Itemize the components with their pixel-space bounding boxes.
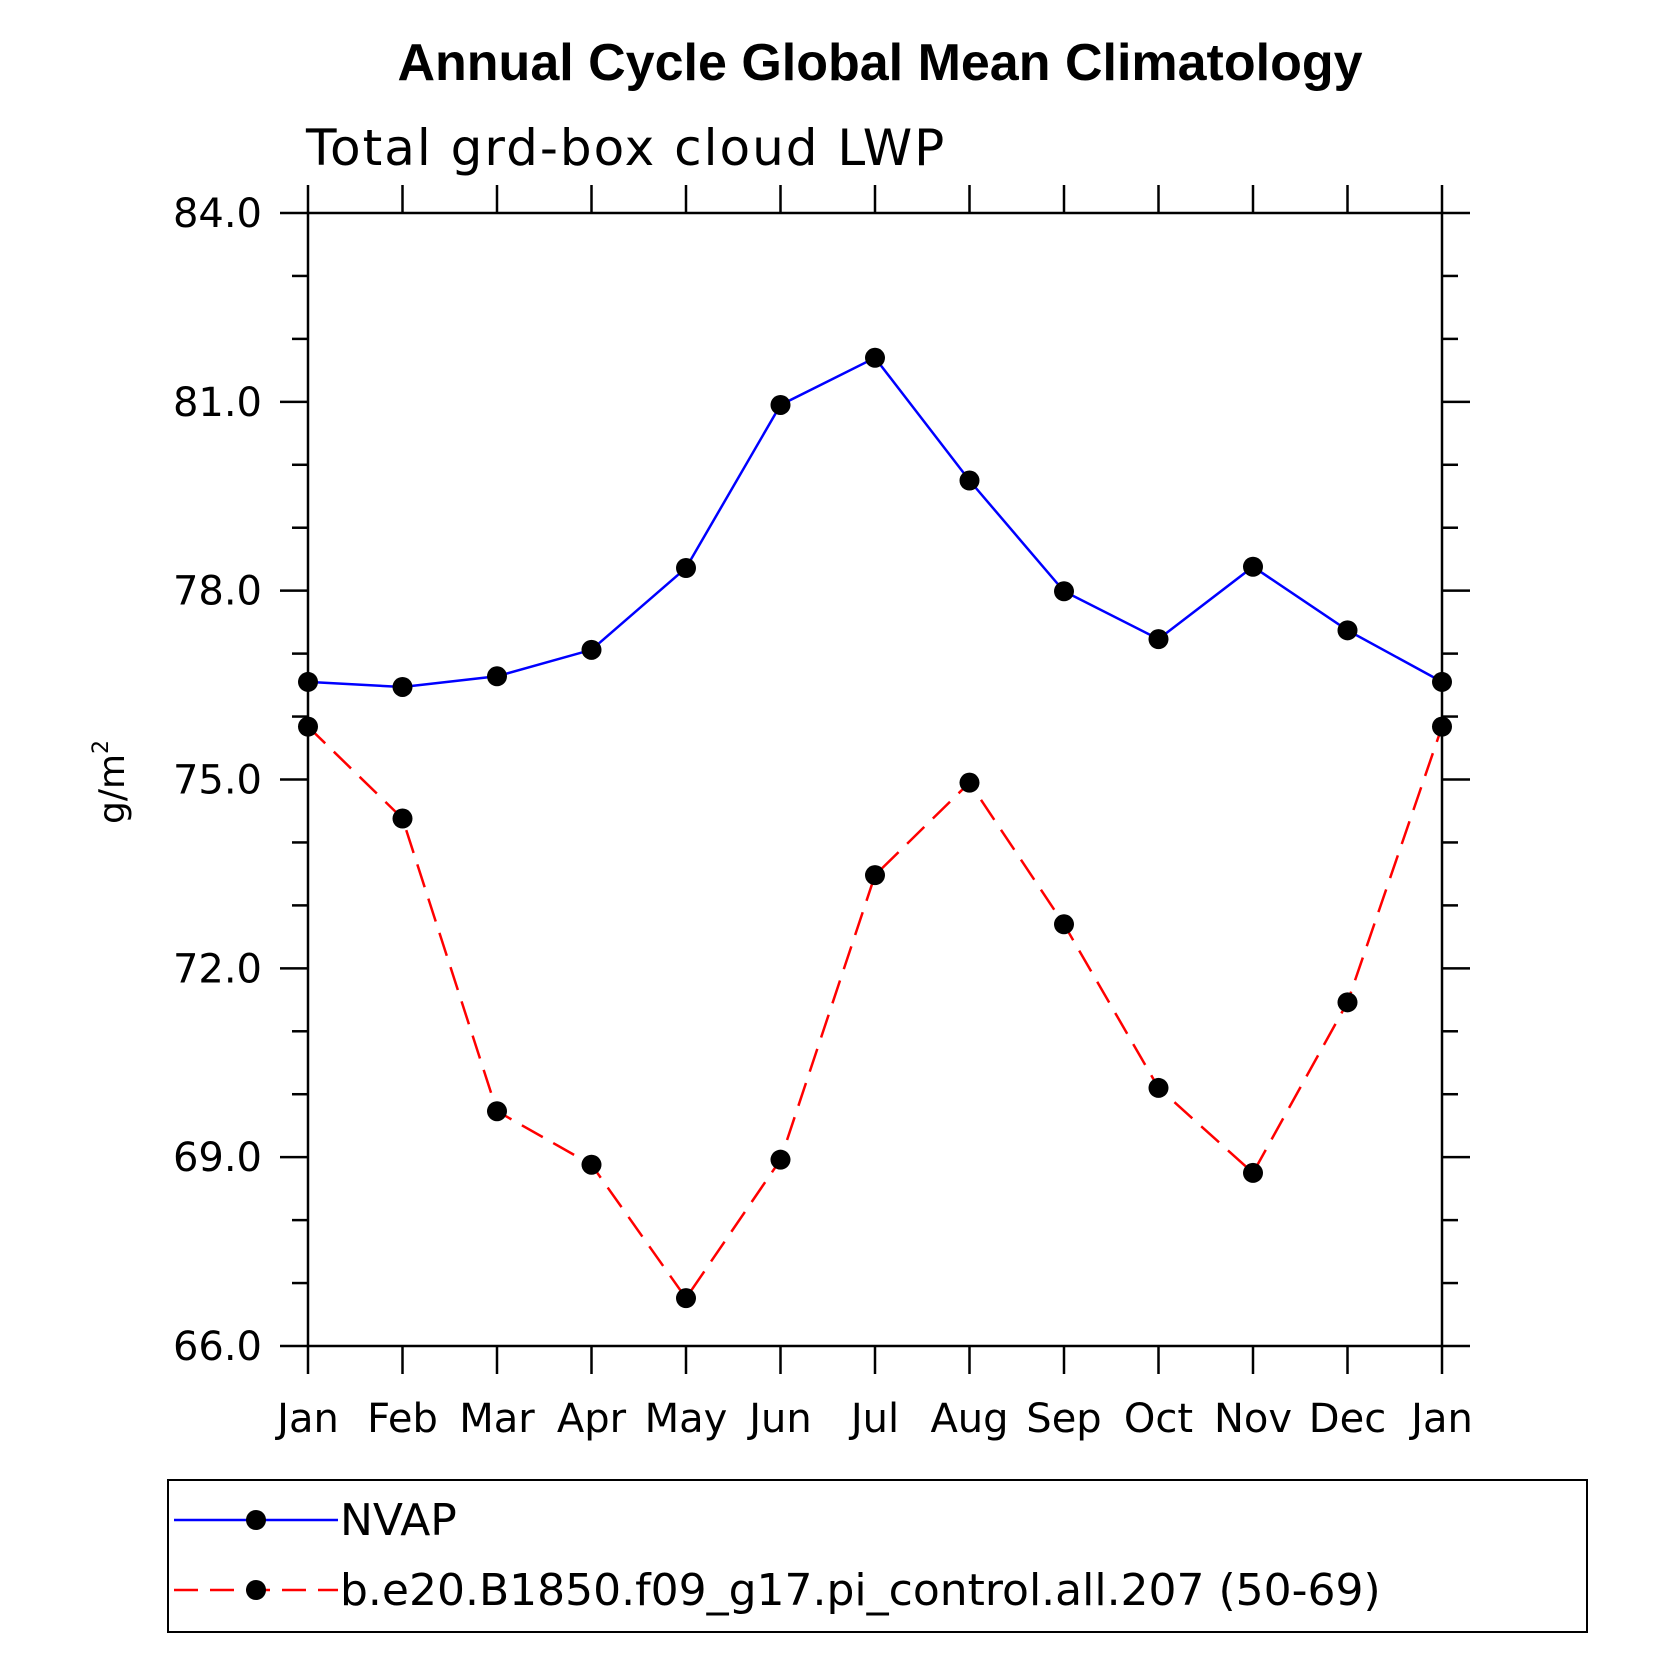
plot-frame (306, 211, 1444, 1348)
data-point-series-0 (1054, 581, 1074, 602)
series-lines (307, 356, 1444, 1301)
y-tick-label: 75.0 (173, 758, 262, 804)
data-point-series-0 (676, 558, 696, 579)
y-tick-label: 84.0 (173, 191, 262, 237)
x-tick-labels: Jan Feb Mar Apr May Jun Jul Aug Sep Oct Nov Dec Jan (274, 1396, 1473, 1442)
x-tick-label: Apr (557, 1396, 627, 1442)
axis-ticks (280, 185, 1470, 1374)
data-point-series-1 (581, 1154, 602, 1175)
chart-subtitle: Total grd-box cloud LWP (305, 119, 946, 177)
data-point-series-1 (676, 1288, 696, 1309)
legend: NVAP b.e20.B1850.f09_g17.pi_control.all.… (167, 1479, 1588, 1633)
data-point-series-1 (1243, 1162, 1263, 1183)
x-tick-label: Jun (746, 1396, 812, 1442)
legend-label-nvap: NVAP (340, 1495, 457, 1546)
x-tick-label: Jul (848, 1396, 899, 1442)
y-tick-label: 69.0 (173, 1135, 262, 1181)
x-tick-label: Feb (367, 1396, 438, 1442)
y-tick-label: 66.0 (173, 1324, 262, 1370)
data-point-series-0 (392, 676, 413, 697)
data-point-series-0 (959, 470, 980, 491)
data-point-series-0 (1337, 620, 1358, 641)
legend-label-model: b.e20.B1850.f09_g17.pi_control.all.207 (… (340, 1565, 1381, 1616)
x-tick-label: May (645, 1396, 728, 1442)
chart-title: Annual Cycle Global Mean Climatology (397, 34, 1362, 92)
x-tick-label: Sep (1026, 1396, 1101, 1442)
y-axis-label-superscript: 2 (89, 740, 114, 754)
x-tick-label: Nov (1214, 1396, 1292, 1442)
y-tick-label: 78.0 (173, 569, 262, 615)
svg-text:g/m2: g/m2 (89, 740, 133, 824)
y-axis-label-text: g/m (92, 754, 133, 824)
y-tick-label: 81.0 (173, 380, 262, 426)
data-point-series-0 (1243, 556, 1263, 577)
data-point-series-1 (1148, 1077, 1169, 1098)
y-tick-label: 72.0 (173, 946, 262, 992)
x-tick-label: Jan (1408, 1396, 1473, 1442)
data-point-series-0 (581, 639, 602, 660)
data-point-series-0 (770, 394, 791, 415)
data-point-series-1 (959, 772, 980, 793)
legend-marker-model (246, 1580, 266, 1600)
legend-box (167, 1479, 1588, 1633)
data-point-series-1 (770, 1149, 791, 1170)
y-axis-label: g/m2 (89, 740, 133, 824)
legend-marker-nvap (246, 1510, 266, 1530)
x-tick-label: Mar (459, 1396, 535, 1442)
data-point-series-1 (392, 808, 413, 829)
data-point-series-1 (865, 865, 885, 886)
data-point-series-1 (1054, 914, 1074, 935)
data-point-series-0 (487, 666, 507, 687)
series-line-0 (307, 356, 1443, 689)
x-tick-label: Aug (930, 1396, 1008, 1442)
series-markers (298, 347, 1452, 1309)
data-point-series-0 (1148, 629, 1169, 650)
series-line-1 (307, 725, 1444, 1301)
data-point-series-1 (1337, 992, 1358, 1013)
x-tick-label: Oct (1124, 1396, 1193, 1442)
x-tick-label: Dec (1309, 1396, 1386, 1442)
y-tick-labels: 66.0 69.0 72.0 75.0 78.0 81.0 84.0 (173, 191, 262, 1370)
x-tick-label: Jan (274, 1396, 339, 1442)
data-point-series-0 (865, 347, 885, 368)
data-point-series-1 (487, 1101, 507, 1122)
